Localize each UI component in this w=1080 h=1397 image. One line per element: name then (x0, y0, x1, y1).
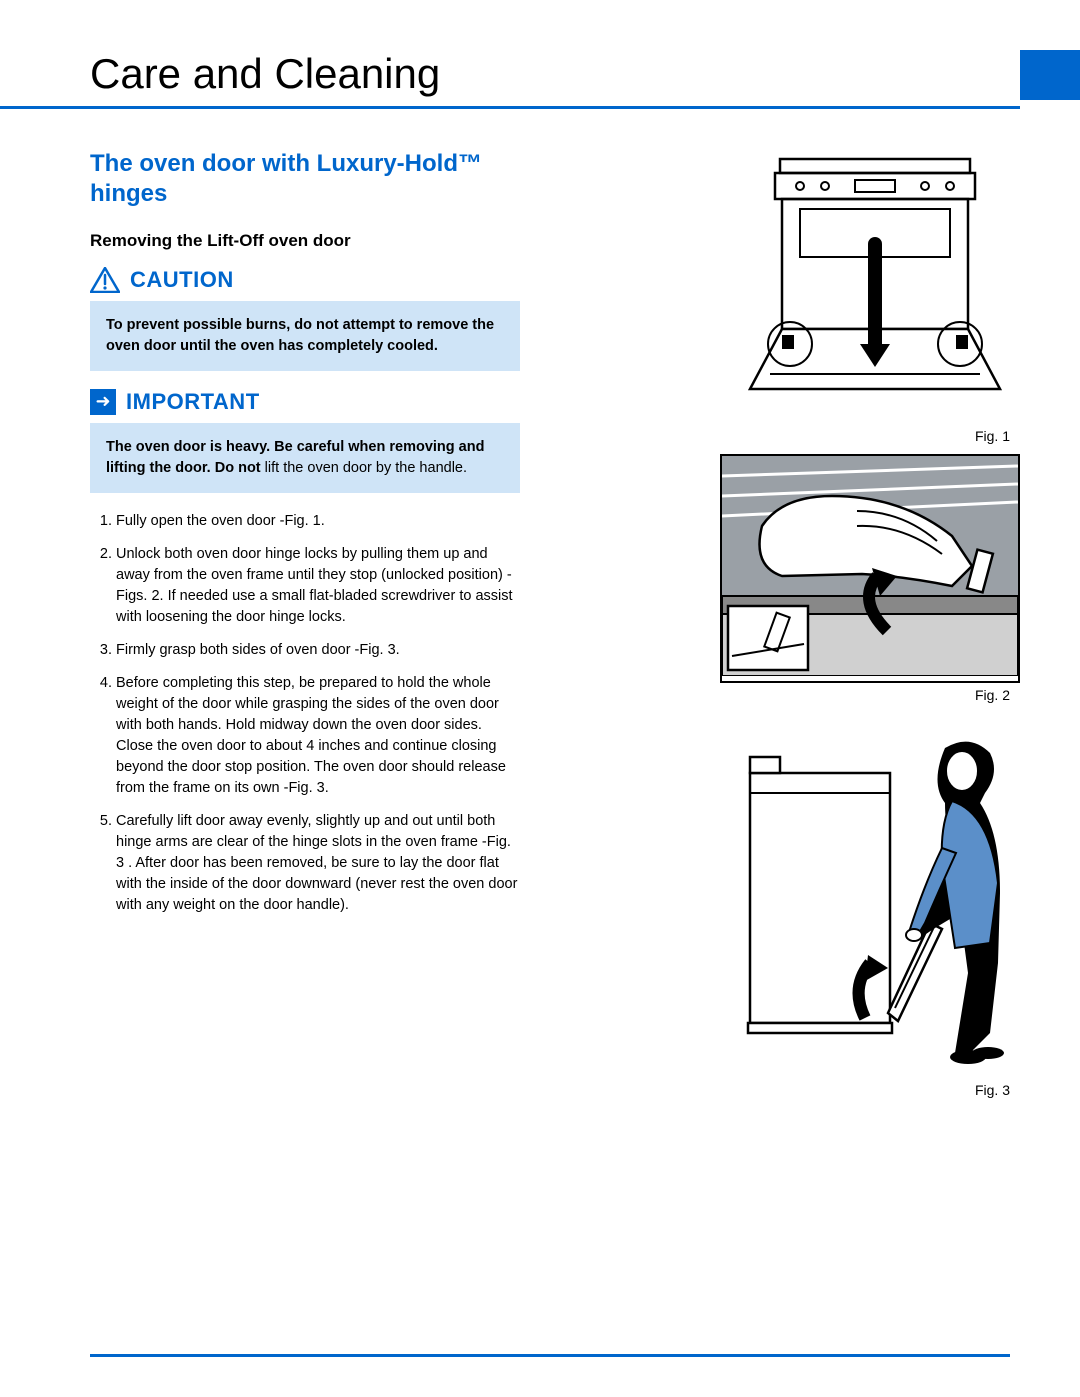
page-header: Care and Cleaning (0, 50, 1020, 109)
figure-3-label: Fig. 3 (550, 1082, 1020, 1098)
important-body: The oven door is heavy. Be careful when … (90, 423, 520, 493)
figure-2-label: Fig. 2 (550, 687, 1020, 703)
arrow-box-icon (90, 389, 116, 415)
figure-3: Fig. 3 (550, 713, 1020, 1098)
caution-callout: CAUTION To prevent possible burns, do no… (90, 267, 520, 371)
caution-body: To prevent possible burns, do not attemp… (90, 301, 520, 371)
step-item: Unlock both oven door hinge locks by pul… (116, 544, 520, 628)
step-item: Fully open the oven door -Fig. 1. (116, 511, 520, 532)
step-item: Firmly grasp both sides of oven door -Fi… (116, 640, 520, 661)
figure-3-illustration (720, 713, 1020, 1073)
caution-label: CAUTION (130, 267, 234, 293)
side-tab (1020, 0, 1080, 1397)
important-callout: IMPORTANT The oven door is heavy. Be car… (90, 389, 520, 493)
page-title: Care and Cleaning (90, 50, 440, 98)
footer-rule (90, 1354, 1010, 1357)
steps-list: Fully open the oven door -Fig. 1. Unlock… (90, 511, 520, 916)
figure-1-illustration (720, 149, 1020, 419)
caution-text: To prevent possible burns, do not attemp… (106, 317, 494, 354)
content-area: The oven door with Luxury-Hold™ hinges R… (0, 109, 1080, 1128)
section-subheading: Removing the Lift-Off oven door (90, 231, 520, 251)
important-rest: lift the oven door by the handle. (265, 460, 467, 476)
left-column: The oven door with Luxury-Hold™ hinges R… (90, 149, 520, 1098)
figure-1: Fig. 1 (550, 149, 1020, 444)
manual-page: Care and Cleaning 55 The oven door with … (0, 0, 1080, 1397)
important-label: IMPORTANT (126, 389, 260, 415)
important-header: IMPORTANT (90, 389, 520, 415)
section-title: The oven door with Luxury-Hold™ hinges (90, 149, 520, 209)
figure-2-illustration (722, 456, 1018, 676)
caution-header: CAUTION (90, 267, 520, 293)
step-item: Carefully lift door away evenly, slightl… (116, 811, 520, 916)
right-column: Fig. 1 (550, 149, 1020, 1098)
step-item: Before completing this step, be prepared… (116, 673, 520, 799)
warning-triangle-icon (90, 267, 120, 293)
figure-2: Fig. 2 (550, 454, 1020, 703)
figure-1-label: Fig. 1 (550, 428, 1020, 444)
page-number: 55 (1023, 55, 1070, 103)
